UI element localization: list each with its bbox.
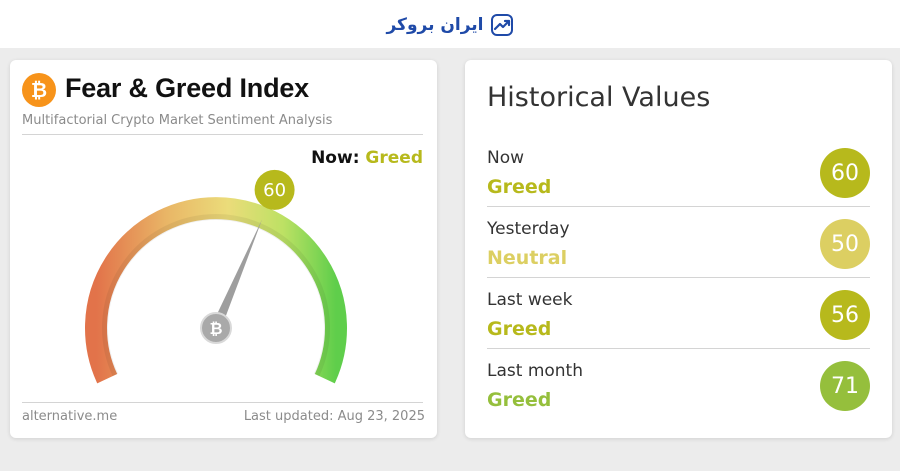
fear-greed-card: ₿ Fear & Greed Index Multifactorial Cryp… bbox=[10, 60, 437, 438]
history-row-now: Now Greed 60 bbox=[487, 136, 870, 207]
now-indicator: Now: Greed bbox=[311, 148, 423, 168]
now-classification: Greed bbox=[365, 148, 423, 168]
history-value-badge: 56 bbox=[820, 290, 870, 340]
history-label: Now bbox=[487, 148, 525, 168]
divider bbox=[22, 134, 423, 135]
gauge-hub bbox=[200, 312, 232, 344]
gauge-needle bbox=[211, 219, 263, 330]
card-title: Historical Values bbox=[487, 82, 711, 113]
gauge-meter: ₿ 60 bbox=[85, 169, 347, 384]
historical-values-card: Historical Values Now Greed 60 Yesterday… bbox=[465, 60, 892, 438]
history-row-last-month: Last month Greed 71 bbox=[487, 349, 870, 420]
history-label: Last month bbox=[487, 361, 583, 381]
history-label: Last week bbox=[487, 290, 573, 310]
card-subtitle: Multifactorial Crypto Market Sentiment A… bbox=[22, 113, 333, 128]
bitcoin-icon: ₿ bbox=[22, 73, 56, 107]
history-value-badge: 50 bbox=[820, 219, 870, 269]
history-row-yesterday: Yesterday Neutral 50 bbox=[487, 207, 870, 278]
last-updated: Last updated: Aug 23, 2025 bbox=[243, 409, 425, 424]
history-classification: Greed bbox=[487, 318, 552, 340]
brand-logo[interactable]: ایران بروکر bbox=[0, 12, 900, 38]
bitcoin-icon: ₿ bbox=[209, 319, 222, 338]
source-link[interactable]: alternative.me bbox=[22, 409, 118, 424]
history-classification: Neutral bbox=[487, 247, 568, 269]
history-classification: Greed bbox=[487, 176, 552, 198]
gauge-value: 60 bbox=[263, 180, 286, 201]
top-bar: ایران بروکر bbox=[0, 0, 900, 48]
gauge-value-bubble bbox=[254, 169, 295, 210]
gauge-arc-shadow bbox=[102, 214, 330, 377]
history-value-badge: 71 bbox=[820, 361, 870, 411]
now-label: Now: bbox=[311, 148, 360, 168]
history-value-badge: 60 bbox=[820, 148, 870, 198]
divider bbox=[22, 402, 423, 403]
chart-trend-icon bbox=[490, 14, 513, 36]
brand-text: ایران بروکر bbox=[386, 15, 484, 35]
history-label: Yesterday bbox=[487, 219, 570, 239]
history-row-last-week: Last week Greed 56 bbox=[487, 278, 870, 349]
card-title: Fear & Greed Index bbox=[65, 73, 309, 103]
history-classification: Greed bbox=[487, 389, 552, 411]
gauge-arc bbox=[85, 197, 347, 384]
